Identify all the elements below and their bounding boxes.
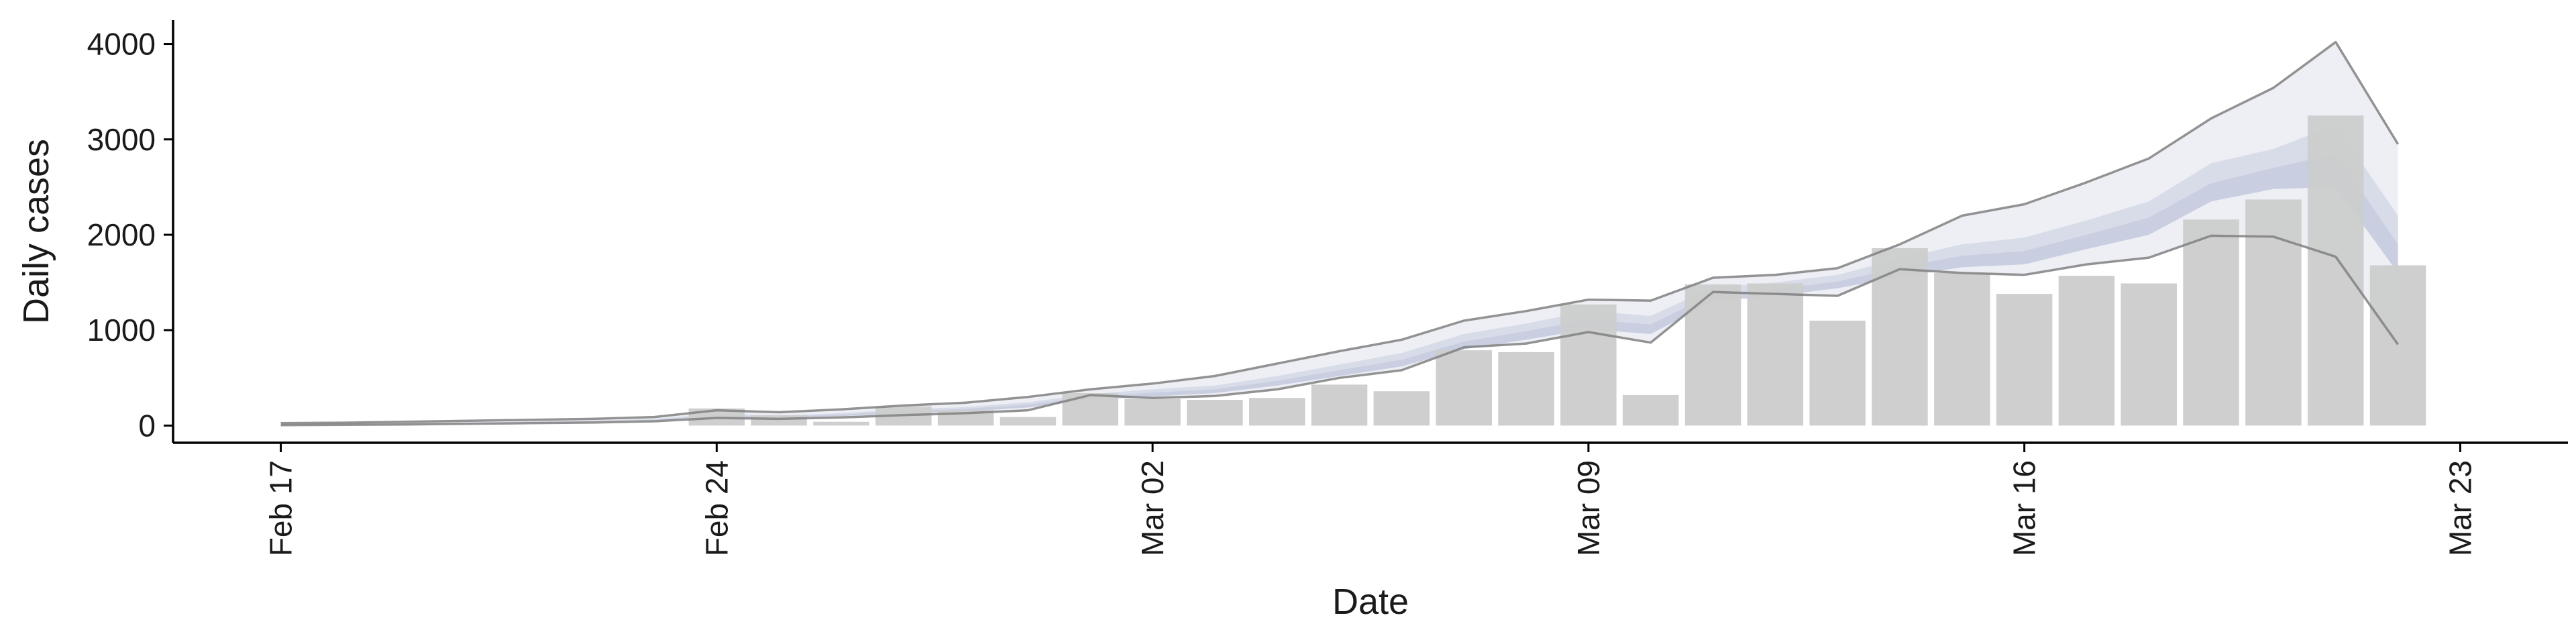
bar-2020-02-25 <box>751 415 807 426</box>
bar-2020-03-17 <box>2058 276 2115 426</box>
band-inner-interval <box>280 154 2398 425</box>
bound-lines-group <box>280 40 2400 427</box>
bar-2020-03-01 <box>1062 393 1118 426</box>
bar-2020-03-19 <box>2183 219 2239 426</box>
y-tick-label-3000: 3000 <box>87 122 156 157</box>
bar-2020-03-22 <box>2369 265 2426 426</box>
bar-2020-03-03 <box>1187 400 1243 426</box>
bar-2020-03-07 <box>1436 350 1492 426</box>
bar-2020-02-26 <box>813 421 869 426</box>
y-tick-label-4000: 4000 <box>87 27 156 62</box>
bar-2020-03-11 <box>1684 284 1741 426</box>
bar-2020-03-14 <box>1872 248 1928 426</box>
bar-2020-03-20 <box>2245 199 2302 426</box>
bar-2020-03-06 <box>1373 391 1430 426</box>
y-axis-title: Daily cases <box>16 139 56 324</box>
y-tick-label-1000: 1000 <box>87 313 156 347</box>
x-tick-label-2020-02-17: Feb 17 <box>264 460 299 556</box>
upper-bound-line <box>280 40 2400 425</box>
bar-2020-03-18 <box>2121 283 2177 426</box>
bar-2020-03-08 <box>1498 352 1554 426</box>
bar-2020-03-21 <box>2308 115 2364 426</box>
bar-2020-03-05 <box>1311 384 1368 426</box>
bar-2020-03-04 <box>1249 398 1305 426</box>
x-tick-label-2020-03-16: Mar 16 <box>2007 460 2042 556</box>
axes-group: 0 1000 2000 3000 4000 Feb 17 Feb 24 Mar 02 Mar 0… <box>87 20 2568 556</box>
bar-2020-03-16 <box>1996 294 2053 426</box>
bar-2020-03-12 <box>1747 283 1804 426</box>
y-tick-label-2000: 2000 <box>87 217 156 252</box>
bar-2020-03-10 <box>1622 394 1679 426</box>
band-middle-interval <box>280 125 2398 425</box>
x-tick-label-2020-03-23: Mar 23 <box>2443 460 2477 556</box>
band-outer-interval <box>280 42 2398 425</box>
bar-2020-03-15 <box>1934 272 1990 426</box>
bar-2020-03-09 <box>1560 304 1617 426</box>
lower-bound-line <box>280 234 2400 427</box>
x-tick-label-2020-03-02: Mar 02 <box>1135 460 1170 556</box>
x-tick-label-2020-02-24: Feb 24 <box>699 460 734 556</box>
bar-2020-02-29 <box>1000 417 1057 426</box>
bar-2020-03-02 <box>1124 398 1181 426</box>
nowcast-band-group <box>280 42 2398 425</box>
bar-2020-03-13 <box>1809 321 1866 426</box>
y-tick-label-0: 0 <box>138 408 156 443</box>
x-tick-label-2020-03-09: Mar 09 <box>1571 460 1606 556</box>
x-axis-title: Date <box>1332 582 1409 622</box>
